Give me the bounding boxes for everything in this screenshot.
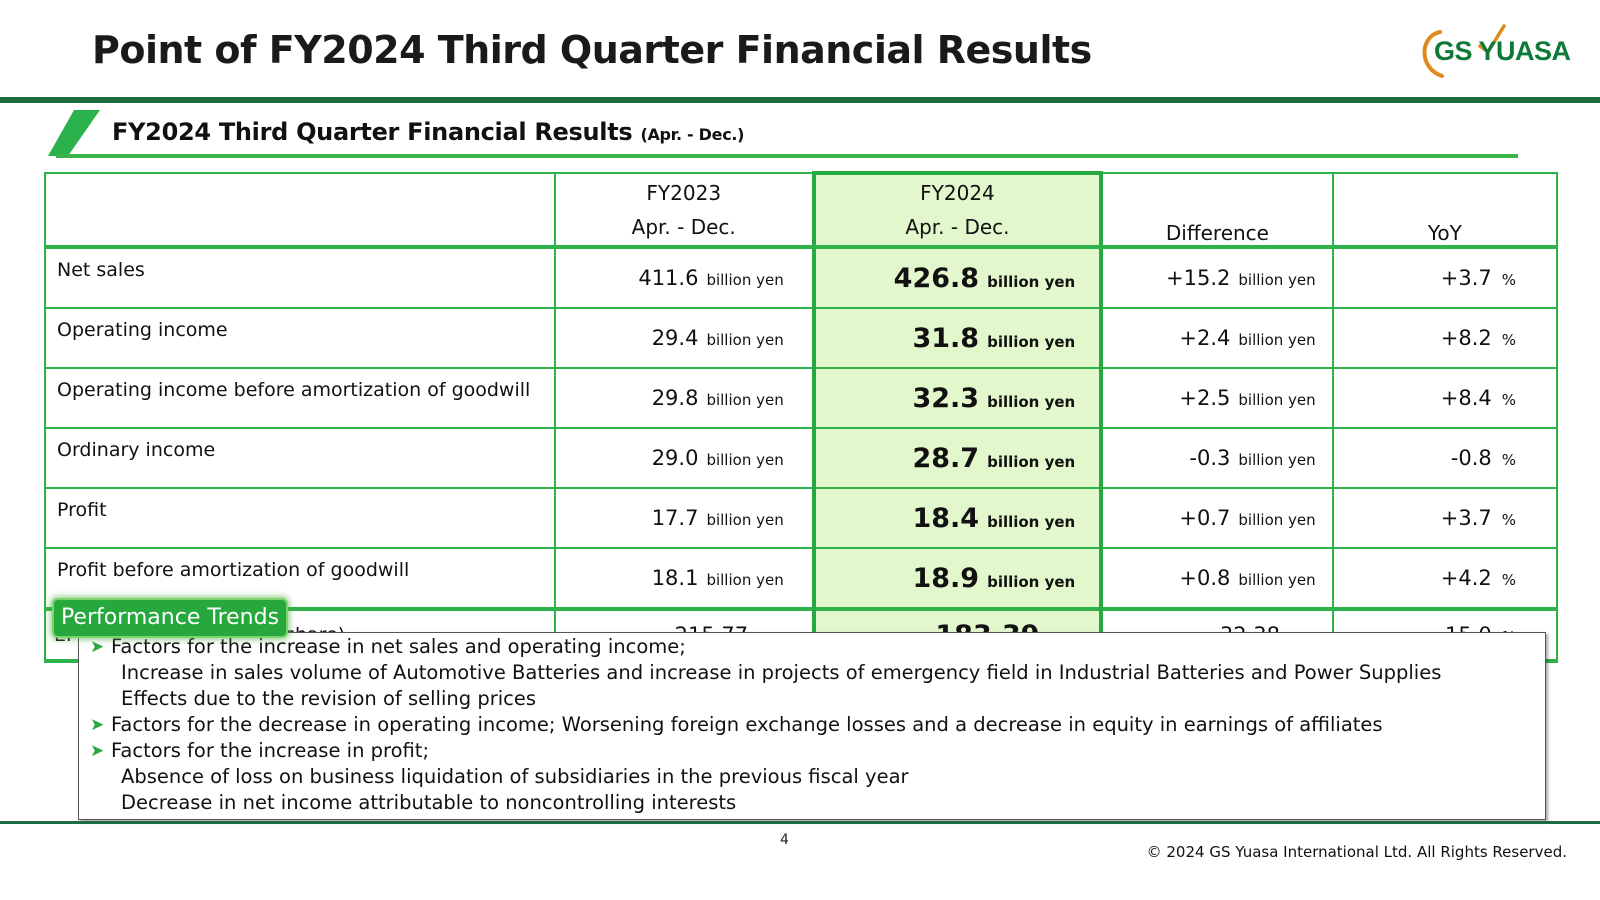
header-fy2023-label: FY2023	[646, 180, 722, 205]
difference-value: +2.4 billion yen	[1100, 307, 1334, 369]
fy2024-value: 28.7 billion yen	[811, 427, 1104, 489]
page-number: 4	[780, 832, 789, 848]
difference-value: +15.2 billion yen	[1100, 246, 1334, 309]
fy2024-value: 18.4 billion yen	[811, 487, 1104, 549]
trend-subline: Decrease in net income attributable to n…	[121, 791, 737, 814]
section-subtitle: (Apr. - Dec.)	[640, 125, 745, 144]
table-row: Operating income before amortization of …	[44, 367, 1559, 429]
difference-value: +2.5 billion yen	[1100, 367, 1334, 429]
financial-results-table: FY2023 Apr. - Dec. FY2024 Apr. - Dec. Di…	[44, 171, 1559, 663]
footer-divider	[0, 821, 1600, 824]
row-label: Ordinary income	[44, 427, 556, 489]
difference-value: +0.8 billion yen	[1100, 547, 1334, 610]
performance-trends-badge: Performance Trends	[52, 598, 288, 638]
fy2023-value: 29.4 billion yen	[553, 307, 815, 369]
trend-bullet: ➤ Factors for the increase in profit;	[90, 739, 430, 762]
table-header-row: FY2023 Apr. - Dec. FY2024 Apr. - Dec. Di…	[44, 171, 1559, 249]
row-label: Profit	[44, 487, 556, 549]
yoy-value: -0.8%	[1331, 427, 1559, 489]
yoy-value: +3.7%	[1331, 246, 1559, 309]
fy2024-value: 31.8 billion yen	[811, 307, 1104, 369]
table-row: Operating income 29.4 billion yen 31.8 bil…	[44, 307, 1559, 369]
yoy-value: +8.4%	[1331, 367, 1559, 429]
logo-mark-icon	[1422, 24, 1506, 78]
trend-bullet: ➤ Factors for the increase in net sales a…	[90, 635, 686, 658]
arrow-bullet-icon: ➤	[90, 715, 105, 735]
section-divider	[56, 154, 1518, 158]
fy2023-value: 29.0 billion yen	[553, 427, 815, 489]
header-fy2023: FY2023 Apr. - Dec.	[553, 172, 815, 249]
row-label: Operating income before amortization of …	[44, 367, 556, 429]
performance-trends-list: ➤ Factors for the increase in net sales a…	[90, 634, 1441, 816]
fy2023-value: 411.6 billion yen	[553, 246, 815, 309]
header-difference: Difference	[1100, 172, 1334, 249]
page-title: Point of FY2024 Third Quarter Financial …	[92, 28, 1092, 72]
trend-subline: Effects due to the revision of selling p…	[121, 687, 537, 710]
table-row: Profit before amortization of goodwill 1…	[44, 547, 1559, 610]
header-fy2023-period: Apr. - Dec.	[631, 214, 736, 239]
fy2024-value: 426.8 billion yen	[811, 246, 1104, 309]
copyright: © 2024 GS Yuasa International Ltd. All R…	[1146, 843, 1567, 861]
row-label: Operating income	[44, 307, 556, 369]
arrow-bullet-icon: ➤	[90, 741, 105, 761]
logo-text: GS YUASA	[1434, 36, 1571, 66]
yoy-value: +3.7%	[1331, 487, 1559, 549]
yoy-value: +4.2%	[1331, 547, 1559, 610]
fy2023-value: 17.7 billion yen	[553, 487, 815, 549]
fy2024-value: 32.3 billion yen	[811, 367, 1104, 429]
header-yoy: YoY	[1331, 172, 1559, 249]
trend-subline: Absence of loss on business liquidation …	[121, 765, 909, 788]
header-blank	[44, 172, 556, 249]
table-row: Net sales 411.6 billion yen 426.8 billion …	[44, 246, 1559, 309]
header-fy2024-label: FY2024	[920, 181, 995, 205]
trend-bullet: ➤ Factors for the decrease in operating i…	[90, 713, 1383, 736]
table-row: Ordinary income 29.0 billion yen 28.7 bill…	[44, 427, 1559, 489]
table-row: Profit 17.7 billion yen 18.4 billion yen +…	[44, 487, 1559, 549]
section-title: FY2024 Third Quarter Financial Results	[112, 118, 633, 146]
header-divider	[0, 97, 1600, 103]
fy2024-value: 18.9 billion yen	[811, 547, 1104, 610]
header-fy2024-period: Apr. - Dec.	[905, 215, 1010, 239]
fy2023-value: 29.8 billion yen	[553, 367, 815, 429]
difference-value: -0.3 billion yen	[1100, 427, 1334, 489]
section-tab-icon	[48, 110, 100, 156]
yoy-value: +8.2%	[1331, 307, 1559, 369]
arrow-bullet-icon: ➤	[90, 637, 105, 657]
fy2023-value: 18.1 billion yen	[553, 547, 815, 610]
section-heading: FY2024 Third Quarter Financial Results (…	[112, 118, 744, 146]
header-fy2024: FY2024 Apr. - Dec.	[811, 171, 1104, 249]
performance-trends-box	[78, 632, 1546, 820]
trend-subline: Increase in sales volume of Automotive B…	[121, 661, 1442, 684]
row-label: Net sales	[44, 246, 556, 309]
difference-value: +0.7 billion yen	[1100, 487, 1334, 549]
gs-yuasa-logo: GS YUASA	[1412, 22, 1571, 82]
